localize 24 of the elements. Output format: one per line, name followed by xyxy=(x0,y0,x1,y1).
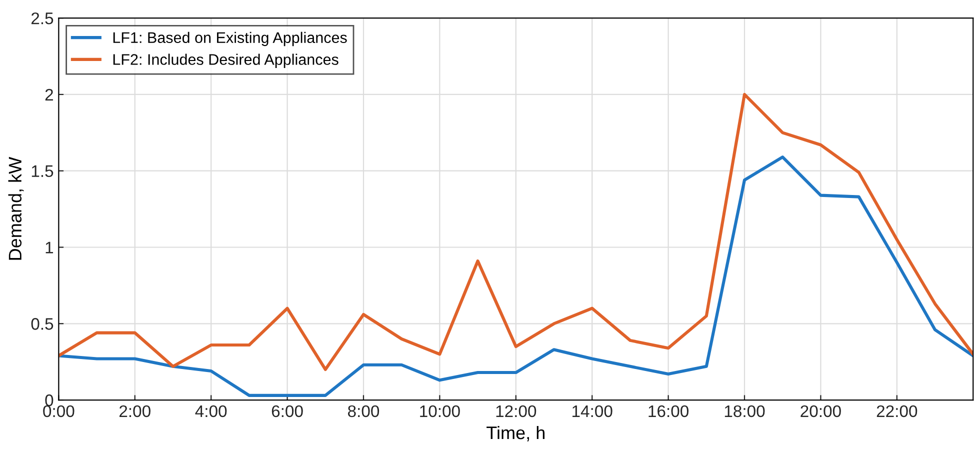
y-axis-title: Demand, kW xyxy=(8,156,24,260)
x-tick-label: 20:00 xyxy=(800,405,841,418)
x-tick-label: 14:00 xyxy=(572,405,612,418)
y-tick-label: 0.5 xyxy=(31,318,54,330)
x-tick-label: 22:00 xyxy=(876,405,918,418)
legend-label: LF1: Based on Existing Appliances xyxy=(113,32,347,46)
y-tick-label: 1.5 xyxy=(32,165,54,178)
y-tick-label: 0 xyxy=(45,394,54,406)
x-tick-label: 2:00 xyxy=(120,405,150,418)
x-axis-title: Time, h xyxy=(486,426,544,442)
x-tick-label: 0:00 xyxy=(43,405,74,418)
y-tick-label: 1 xyxy=(46,242,54,254)
y-tick-label: 2 xyxy=(45,88,53,101)
line-series xyxy=(58,156,974,397)
x-tick-label: 4:00 xyxy=(195,405,227,418)
x-tick-label: 8:00 xyxy=(348,405,380,418)
legend-label: LF2: Includes Desired Appliances xyxy=(113,54,338,68)
x-tick-label: 16:00 xyxy=(648,405,689,418)
x-tick-label: 18:00 xyxy=(724,405,765,418)
x-tick-label: 12:00 xyxy=(496,405,536,418)
y-tick-label: 2.5 xyxy=(31,12,54,24)
x-tick-label: 6:00 xyxy=(272,405,303,418)
x-tick-label: 10:00 xyxy=(420,405,460,418)
line-series xyxy=(58,92,974,371)
